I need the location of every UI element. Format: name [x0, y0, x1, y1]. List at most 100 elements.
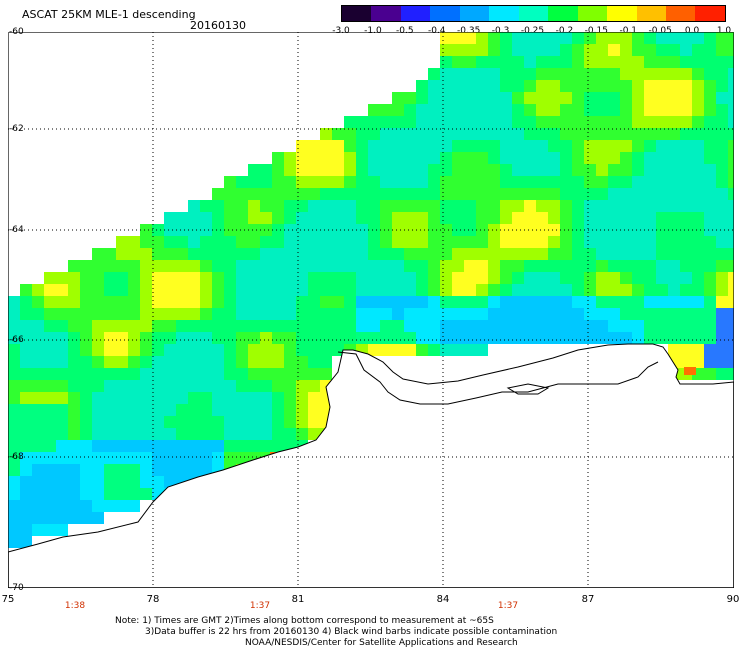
- data-cell: [572, 320, 584, 332]
- data-cell: [140, 416, 152, 428]
- data-cell: [416, 344, 428, 356]
- data-cell: [56, 368, 68, 380]
- data-cell: [656, 188, 668, 200]
- data-cell: [272, 356, 284, 368]
- data-cell: [188, 248, 200, 260]
- data-cell: [212, 332, 224, 344]
- data-cell: [536, 56, 548, 68]
- data-cell: [188, 428, 200, 440]
- data-cell: [488, 212, 500, 224]
- data-cell: [584, 104, 596, 116]
- data-cell: [488, 44, 500, 56]
- data-cell: [680, 296, 692, 308]
- data-cell: [200, 344, 212, 356]
- colorbar-swatch: [430, 6, 460, 21]
- data-cell: [332, 284, 344, 296]
- data-cell: [224, 308, 236, 320]
- data-cell: [512, 128, 524, 140]
- data-cell: [164, 464, 176, 476]
- data-cell: [704, 80, 716, 92]
- data-cell: [164, 320, 176, 332]
- data-cell: [668, 212, 680, 224]
- data-cell: [452, 344, 464, 356]
- data-cell: [368, 176, 380, 188]
- data-cell: [92, 368, 104, 380]
- data-cell: [524, 272, 536, 284]
- data-cell: [188, 416, 200, 428]
- data-cell: [584, 332, 596, 344]
- data-cell: [548, 80, 560, 92]
- data-cell: [152, 476, 164, 488]
- data-cell: [572, 188, 584, 200]
- data-cell: [368, 332, 380, 344]
- data-cell: [92, 476, 104, 488]
- colorbar-label: 0.0: [684, 26, 700, 36]
- data-cell: [464, 44, 476, 56]
- data-cell: [512, 140, 524, 152]
- data-cell: [572, 212, 584, 224]
- map-title: ASCAT 25KM MLE-1 descending: [22, 8, 196, 21]
- data-cell: [248, 248, 260, 260]
- data-cell: [116, 488, 128, 500]
- data-cell: [404, 224, 416, 236]
- data-cell: [524, 152, 536, 164]
- data-cell: [728, 308, 734, 320]
- data-cell: [608, 44, 620, 56]
- data-cell: [596, 116, 608, 128]
- x-tick-label: 84: [436, 594, 450, 605]
- data-cell: [644, 320, 656, 332]
- data-cell: [92, 416, 104, 428]
- y-tick-label: -68: [9, 452, 24, 462]
- data-cell: [428, 104, 440, 116]
- data-cell: [80, 380, 92, 392]
- data-cell: [164, 428, 176, 440]
- data-cell: [452, 116, 464, 128]
- data-cell: [440, 224, 452, 236]
- data-cell: [416, 188, 428, 200]
- data-cell: [116, 272, 128, 284]
- data-cell: [692, 272, 704, 284]
- data-cell: [128, 236, 140, 248]
- data-cell: [164, 452, 176, 464]
- data-cell: [116, 464, 128, 476]
- data-cell: [152, 332, 164, 344]
- data-cell: [332, 152, 344, 164]
- data-cell: [8, 368, 20, 380]
- data-cell: [56, 440, 68, 452]
- data-cell: [260, 236, 272, 248]
- data-cell: [584, 32, 596, 44]
- data-cell: [440, 236, 452, 248]
- data-cell: [692, 56, 704, 68]
- data-cell: [428, 188, 440, 200]
- data-cell: [212, 404, 224, 416]
- data-cell: [176, 332, 188, 344]
- data-cell: [572, 92, 584, 104]
- data-cell: [68, 284, 80, 296]
- data-cell: [704, 164, 716, 176]
- data-cell: [296, 260, 308, 272]
- data-cell: [524, 104, 536, 116]
- data-cell: [44, 440, 56, 452]
- data-cell: [320, 128, 332, 140]
- data-cell: [728, 260, 734, 272]
- data-cell: [296, 308, 308, 320]
- data-cell: [668, 128, 680, 140]
- data-cell: [488, 104, 500, 116]
- data-cell: [368, 164, 380, 176]
- data-cell: [20, 380, 32, 392]
- data-cell: [704, 308, 716, 320]
- x-tick-label: 81: [291, 594, 305, 605]
- data-cell: [32, 452, 44, 464]
- data-cell: [632, 200, 644, 212]
- data-cell: [272, 152, 284, 164]
- data-cell: [104, 476, 116, 488]
- data-cell: [416, 212, 428, 224]
- data-cell: [428, 272, 440, 284]
- data-cell: [512, 92, 524, 104]
- data-cell: [80, 272, 92, 284]
- data-cell: [296, 272, 308, 284]
- data-cell: [128, 380, 140, 392]
- data-cell: [536, 308, 548, 320]
- data-cell: [572, 200, 584, 212]
- data-cell: [32, 380, 44, 392]
